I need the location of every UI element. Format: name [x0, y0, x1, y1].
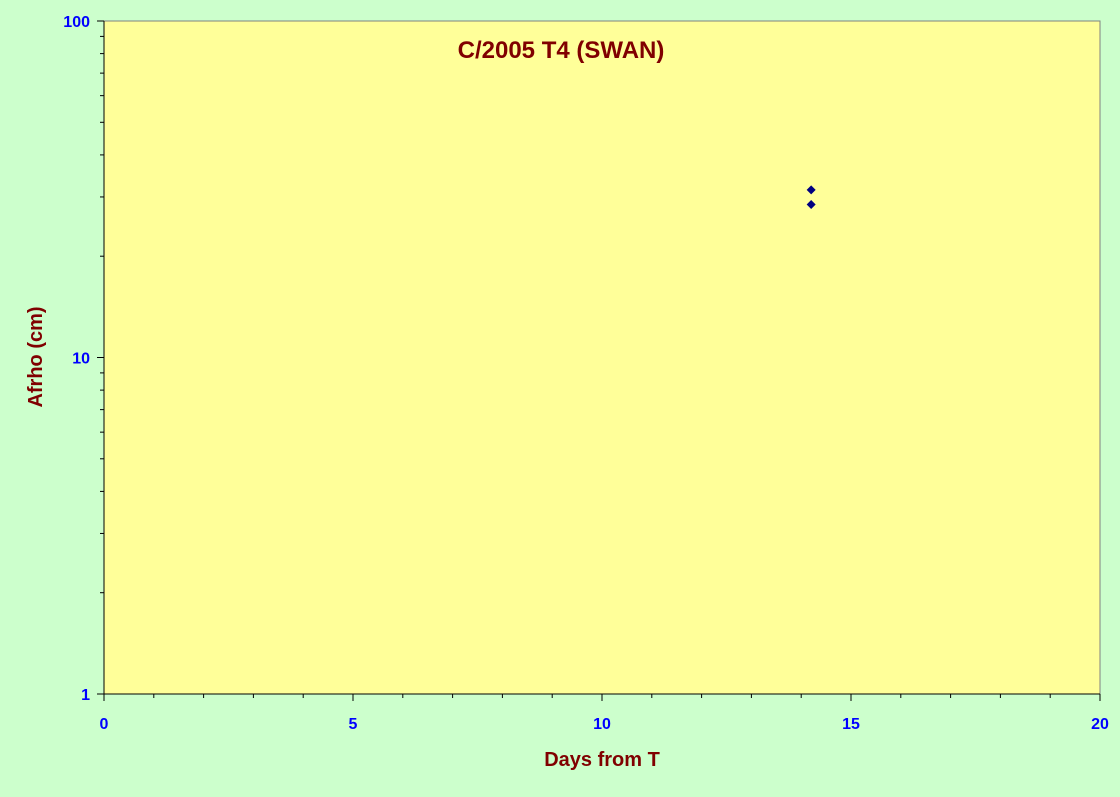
- x-axis-label: Days from T: [544, 749, 660, 771]
- data-point-marker: [806, 199, 816, 209]
- y-tick-labels: 1 10 100: [63, 14, 90, 704]
- x-major-ticks: [103, 694, 1101, 701]
- x-tick-label: 0: [100, 716, 109, 733]
- x-tick-label: 15: [842, 716, 860, 733]
- x-minor-ticks: [153, 694, 1051, 698]
- x-tick-label: 20: [1091, 716, 1109, 733]
- chart-title: C/2005 T4 (SWAN): [458, 37, 665, 64]
- data-point-marker: [806, 185, 816, 195]
- y-tick-label: 100: [63, 14, 90, 31]
- plot-area: [103, 20, 1101, 695]
- y-axis-label: Afrho (cm): [25, 306, 47, 407]
- x-tick-label: 10: [593, 716, 611, 733]
- data-points: [806, 185, 816, 209]
- x-tick-labels: 0 5 10 15 20: [100, 716, 1109, 733]
- y-tick-label: 10: [72, 351, 90, 368]
- y-tick-label: 1: [81, 687, 90, 704]
- x-tick-label: 5: [349, 716, 358, 733]
